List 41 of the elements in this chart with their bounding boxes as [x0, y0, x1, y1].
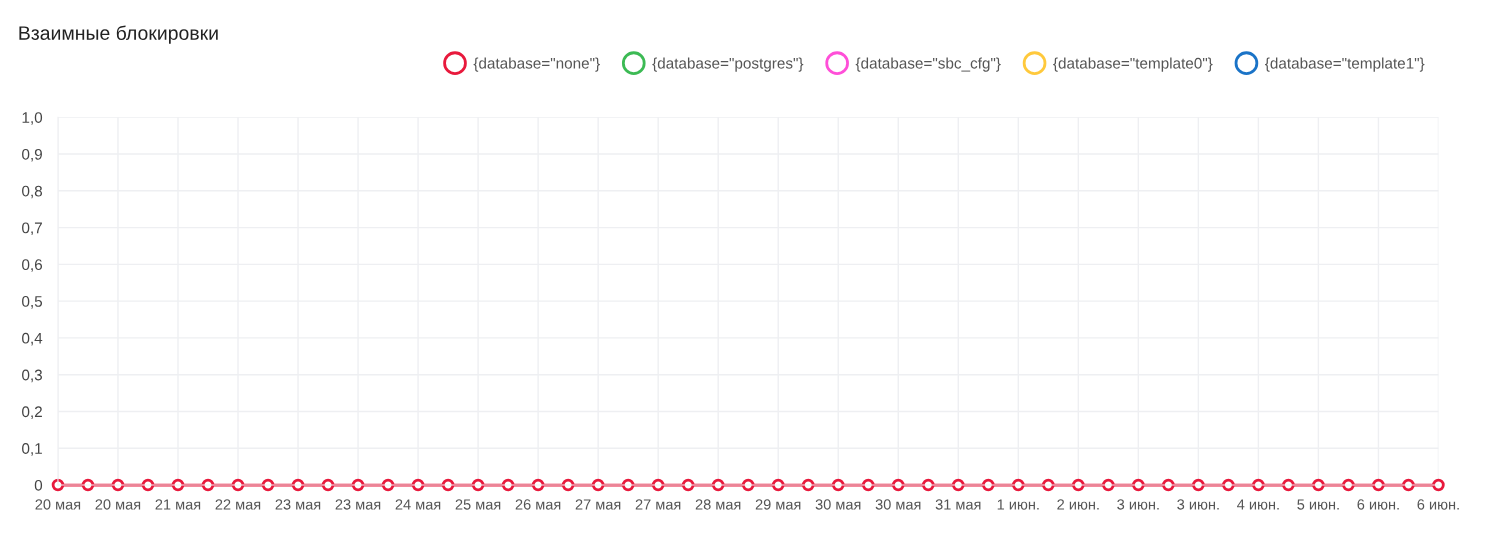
- x-tick-label: 23 мая: [275, 499, 321, 510]
- y-tick-label: 0,7: [22, 222, 42, 236]
- x-tick-label: 23 мая: [335, 499, 381, 510]
- x-tick-label: 27 мая: [575, 499, 621, 510]
- x-tick-label: 20 мая: [35, 499, 81, 510]
- x-tick-label: 25 мая: [455, 499, 501, 510]
- legend-label: {database="postgres"}: [652, 57, 804, 72]
- x-tick-label: 2 июн.: [1057, 499, 1099, 510]
- x-tick-label: 29 мая: [755, 499, 801, 510]
- y-tick-label: 1,0: [22, 112, 43, 125]
- y-tick-label: 0,5: [22, 296, 43, 309]
- y-tick-label: 0,3: [22, 369, 43, 383]
- x-tick-label: 31 мая: [935, 499, 981, 510]
- x-tick-label: 24 мая: [395, 499, 441, 510]
- x-tick-label: 20 мая: [95, 499, 141, 510]
- x-tick-label: 6 июн.: [1357, 499, 1399, 510]
- legend-label: {database="template1"}: [1265, 57, 1425, 72]
- x-tick-label: 4 июн.: [1237, 499, 1279, 510]
- x-tick-label: 22 мая: [215, 499, 261, 510]
- x-tick-label: 30 мая: [815, 499, 861, 510]
- legend-label: {database="none"}: [473, 57, 600, 72]
- legend-label: {database="template0"}: [1053, 57, 1213, 72]
- y-tick-label: 0,8: [22, 185, 43, 199]
- x-tick-label: 5 июн.: [1297, 499, 1339, 510]
- y-tick-label: 0,2: [22, 406, 42, 419]
- y-tick-label: 0,9: [22, 148, 42, 162]
- x-tick-label: 26 мая: [515, 499, 561, 510]
- x-tick-label: 30 мая: [875, 499, 921, 510]
- x-tick-label: 6 июн.: [1417, 499, 1459, 510]
- y-tick-label: 0,4: [22, 332, 43, 346]
- x-tick-label: 1 июн.: [997, 499, 1039, 510]
- legend-label: {database="sbc_cfg"}: [855, 57, 1001, 72]
- y-tick-label: 0,6: [22, 259, 43, 272]
- y-tick-label: 0: [34, 479, 43, 491]
- y-tick-label: 0,1: [22, 443, 42, 456]
- x-tick-label: 28 мая: [695, 499, 741, 510]
- x-tick-label: 3 июн.: [1117, 499, 1159, 510]
- x-tick-label: 21 мая: [155, 499, 201, 510]
- x-tick-label: 3 июн.: [1177, 499, 1219, 510]
- x-tick-label: 27 мая: [635, 499, 681, 510]
- chart-title: Взаимные блокировки: [19, 25, 218, 44]
